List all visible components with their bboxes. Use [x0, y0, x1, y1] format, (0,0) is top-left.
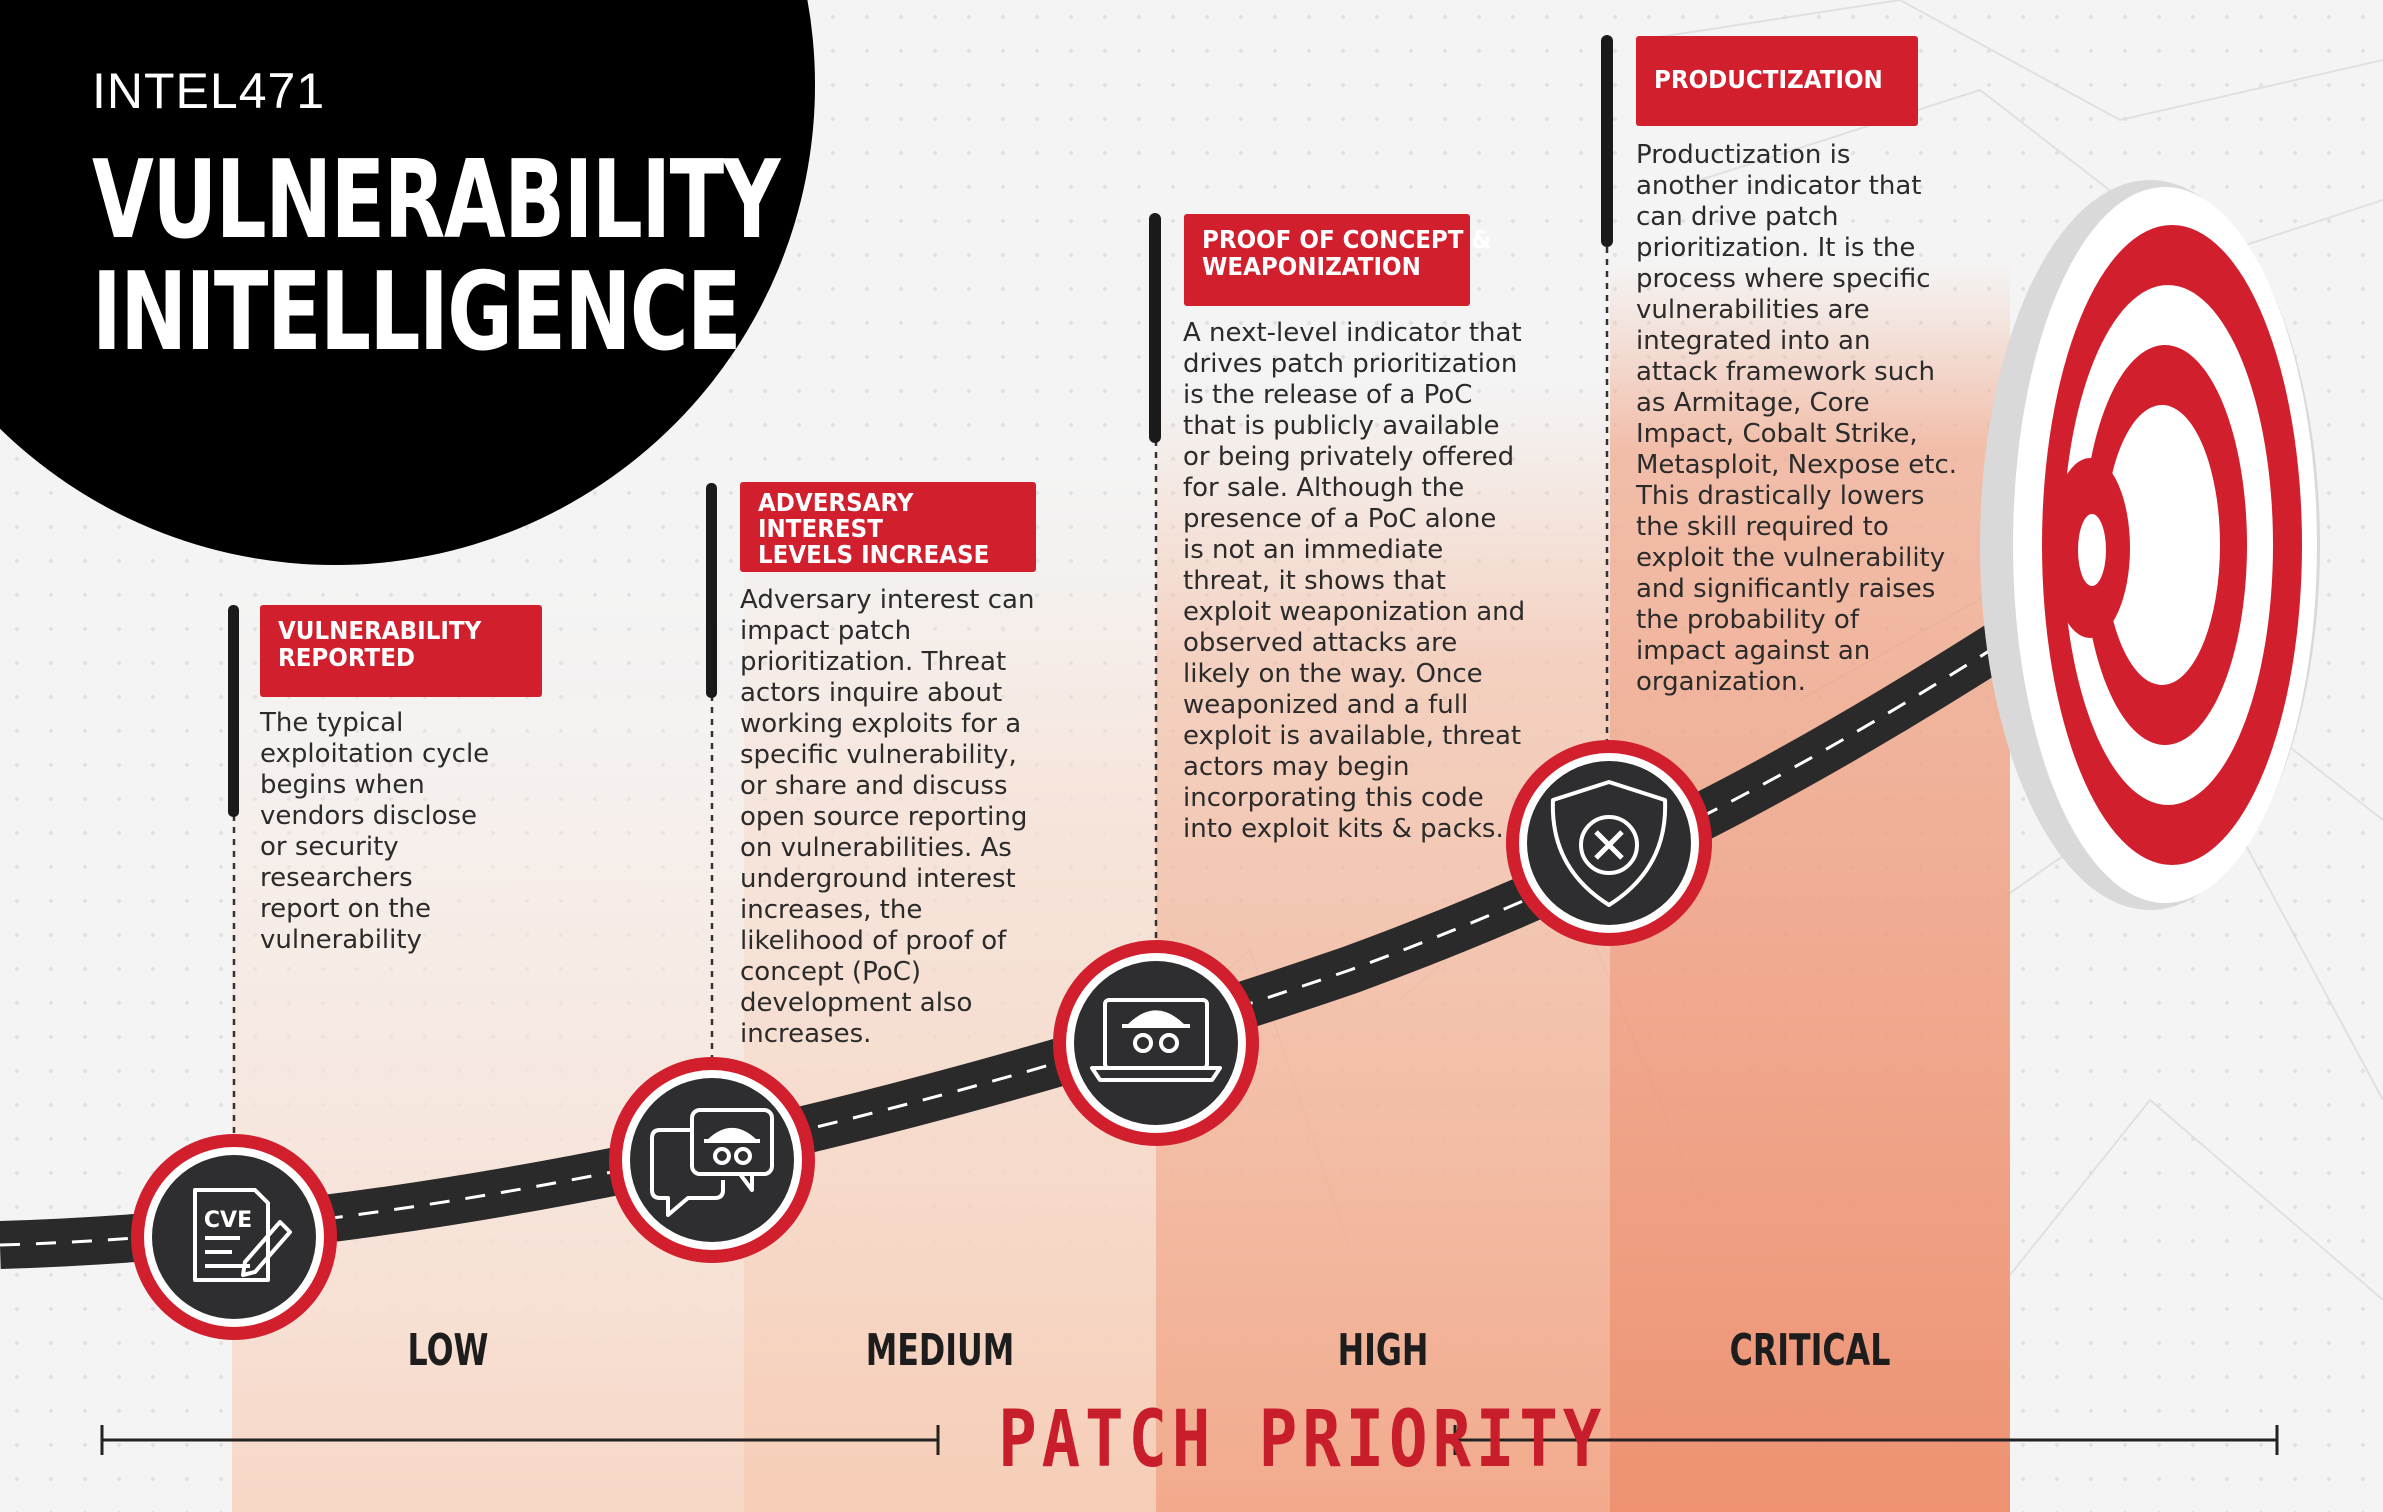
level-low: LOW	[407, 1325, 489, 1376]
logo-text: INTEL	[92, 63, 239, 119]
desc-vulnerability-reported: The typical exploitation cycle begins wh…	[260, 708, 490, 955]
logo-number: 471	[238, 63, 326, 119]
intel471-logo: INTEL471	[92, 62, 325, 120]
patch-priority-label: PATCH PRIORITY	[998, 1395, 1607, 1485]
cve-icon-label: CVE	[204, 1208, 252, 1233]
laptop-spy-icon	[1090, 998, 1222, 1082]
badge-productization: PRODUCTIZATION	[1636, 36, 1918, 126]
level-medium: MEDIUM	[865, 1325, 1015, 1376]
chat-spy-icon	[650, 1108, 774, 1217]
main-title: VULNERABILITY INITELLIGENCE	[92, 138, 780, 375]
desc-adversary-interest: Adversary interest can impact patch prio…	[740, 585, 1035, 1049]
shield-x-icon	[1550, 780, 1668, 907]
title-corner-circle	[0, 0, 815, 565]
level-critical: CRITICAL	[1729, 1325, 1891, 1376]
title-line-1: VULNERABILITY	[92, 138, 780, 263]
target-icon	[1980, 180, 2320, 910]
badge-vulnerability-reported: VULNERABILITY REPORTED	[260, 605, 542, 697]
badge-proof-of-concept: PROOF OF CONCEPT & WEAPONIZATION	[1184, 214, 1492, 306]
desc-productization: Productization is another indicator that…	[1636, 140, 1958, 697]
level-high: HIGH	[1337, 1325, 1429, 1376]
desc-proof-of-concept: A next-level indicator that drives patch…	[1183, 318, 1526, 844]
badge-adversary-interest: ADVERSARY INTEREST LEVELS INCREASE	[740, 482, 1036, 572]
priority-axis	[100, 1425, 2279, 1455]
title-line-2: INITELLIGENCE	[92, 250, 742, 375]
cve-document-icon	[193, 1188, 292, 1282]
low-column	[232, 560, 744, 1512]
